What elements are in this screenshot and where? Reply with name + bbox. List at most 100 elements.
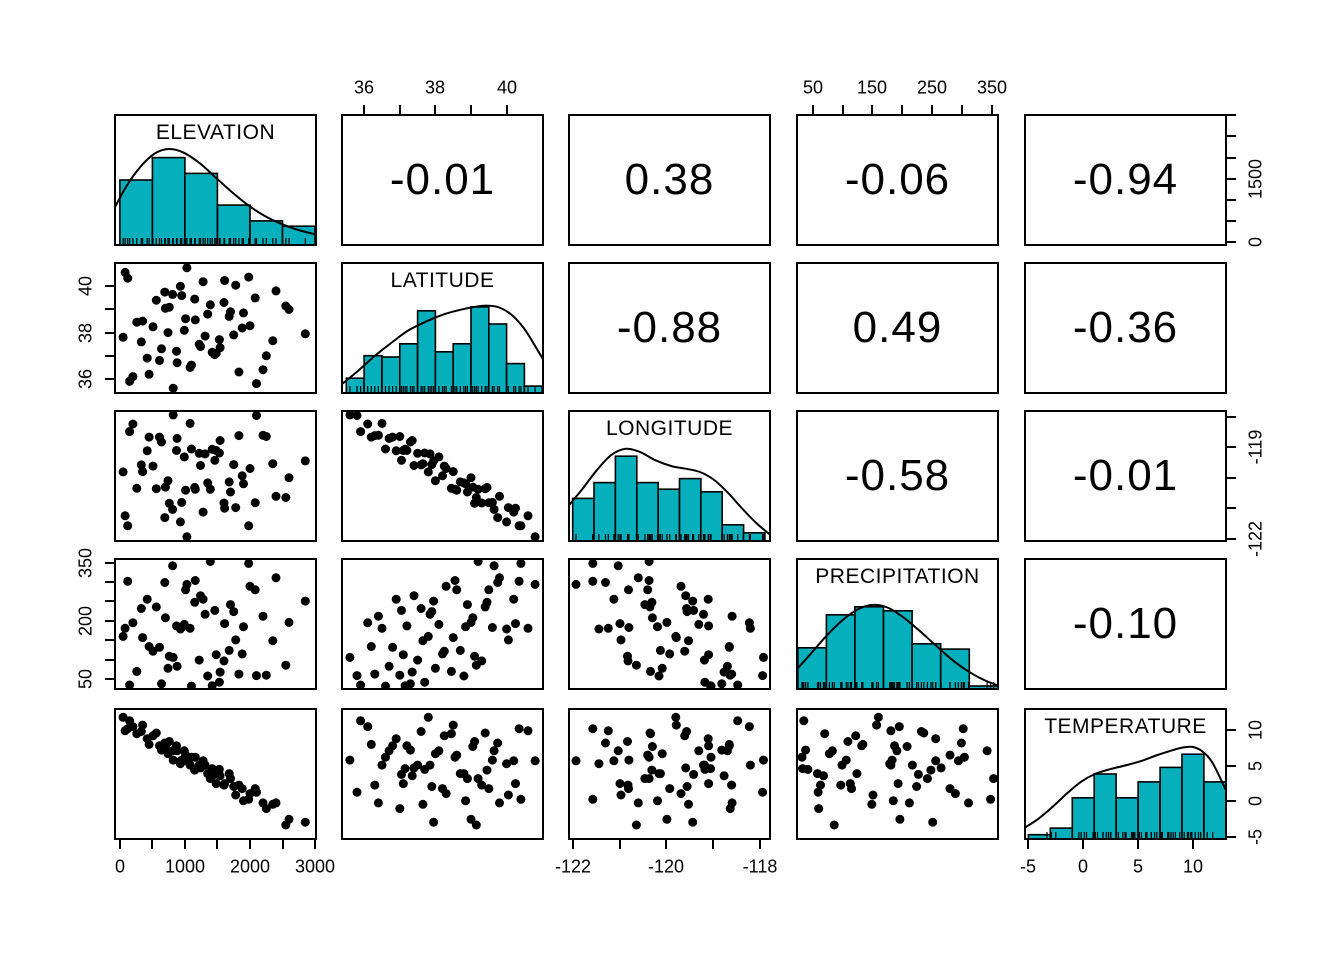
data-point — [477, 498, 487, 508]
data-point — [700, 764, 710, 774]
data-point — [123, 576, 133, 586]
scatter-points — [341, 410, 544, 542]
data-point — [234, 367, 244, 377]
data-point — [151, 602, 161, 612]
scatter-points — [568, 558, 771, 690]
axis-tick — [1227, 729, 1236, 731]
axis-tick — [1227, 836, 1236, 838]
axis-tick — [1227, 416, 1236, 418]
data-point — [356, 427, 366, 437]
data-point — [370, 669, 380, 679]
data-point — [523, 511, 533, 521]
data-point — [681, 591, 691, 601]
data-point — [231, 635, 241, 645]
data-point — [665, 649, 675, 659]
data-point — [759, 755, 768, 765]
data-point — [503, 503, 513, 513]
data-point — [727, 611, 737, 621]
data-point — [613, 561, 623, 571]
data-point — [271, 573, 281, 583]
data-point — [345, 410, 355, 420]
data-point — [229, 607, 239, 617]
data-point — [220, 503, 230, 513]
corr-canvas — [796, 410, 999, 542]
panel-border — [568, 558, 771, 690]
data-point — [616, 790, 626, 800]
data-point — [682, 782, 692, 791]
data-point — [484, 585, 494, 595]
data-point — [352, 411, 362, 420]
data-point — [157, 344, 166, 354]
data-point — [633, 798, 643, 808]
data-point — [136, 727, 146, 736]
data-point — [438, 784, 447, 794]
panel-border — [796, 708, 999, 840]
data-point — [164, 302, 174, 312]
data-point — [609, 594, 619, 604]
data-point — [136, 337, 146, 347]
axis-tick-label: 200 — [75, 605, 96, 637]
axis-tick-label: 50 — [802, 77, 824, 98]
data-point — [300, 596, 310, 606]
data-point — [118, 332, 128, 342]
data-point — [429, 817, 439, 827]
data-point — [430, 476, 440, 486]
data-point — [219, 298, 229, 307]
data-point — [928, 817, 938, 827]
panel-border — [341, 410, 544, 542]
correlation-cell-elevation-precipitation: -0.06 — [796, 114, 999, 246]
data-point — [438, 471, 447, 481]
data-point — [210, 455, 220, 465]
histogram-bar — [470, 306, 490, 394]
data-point — [198, 507, 208, 517]
data-point — [219, 656, 229, 666]
data-point — [185, 418, 195, 428]
data-point — [588, 558, 598, 568]
data-point — [964, 798, 973, 808]
data-point — [888, 796, 898, 806]
histogram-bar — [721, 524, 745, 542]
data-point — [657, 749, 667, 759]
data-point — [239, 479, 248, 489]
data-point — [155, 642, 164, 652]
axis-tick — [105, 620, 114, 622]
data-point — [931, 734, 941, 744]
panel-border — [796, 114, 999, 246]
data-point — [461, 796, 471, 806]
data-point — [196, 461, 205, 470]
data-point — [704, 779, 714, 789]
data-point — [125, 680, 135, 690]
data-point — [423, 467, 433, 477]
variable-label-latitude: LATITUDE — [390, 269, 495, 292]
data-point — [160, 287, 170, 297]
data-point — [601, 738, 610, 748]
data-point — [439, 731, 449, 741]
data-point — [886, 760, 896, 770]
data-point — [420, 764, 430, 774]
data-point — [530, 579, 540, 589]
data-point — [958, 724, 968, 734]
data-point — [144, 739, 154, 749]
axis-tick-label: 2000 — [229, 856, 271, 877]
data-point — [471, 660, 481, 670]
axis-tick — [1227, 538, 1236, 540]
data-point — [373, 611, 383, 621]
data-point — [646, 666, 655, 676]
histogram-bar — [216, 204, 251, 246]
data-point — [647, 613, 657, 623]
correlation-cell-longitude-precipitation: -0.58 — [796, 410, 999, 542]
data-point — [281, 301, 291, 311]
data-point — [489, 561, 499, 571]
variable-label-precipitation: PRECIPITATION — [815, 565, 980, 588]
data-point — [489, 746, 499, 756]
data-point — [836, 780, 846, 790]
data-point — [484, 784, 494, 794]
data-point — [345, 755, 355, 765]
axis-tick-label: 40 — [496, 77, 518, 98]
data-point — [493, 738, 503, 748]
data-point — [160, 513, 170, 523]
data-point — [142, 594, 152, 604]
correlation-value: -0.10 — [1072, 599, 1179, 648]
data-point — [653, 622, 662, 632]
